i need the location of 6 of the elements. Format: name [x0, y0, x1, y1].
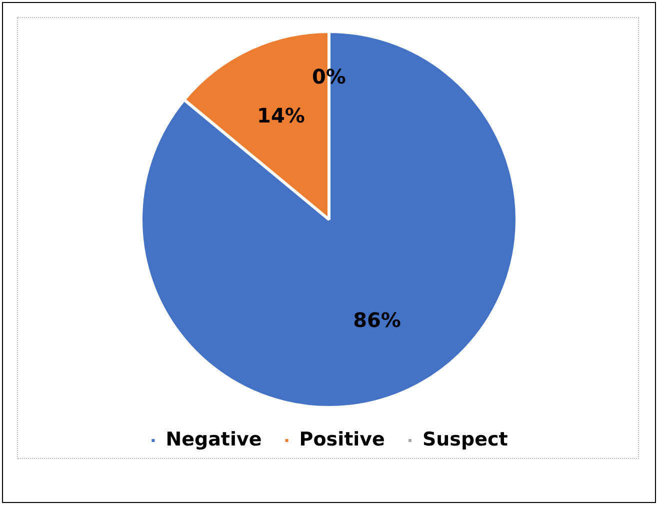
- data-label: 86%: [353, 308, 401, 332]
- data-label: 14%: [257, 104, 305, 128]
- legend-label: Negative: [166, 428, 262, 450]
- legend-label: Positive: [299, 428, 385, 450]
- text: 0%: [312, 64, 346, 89]
- legend-label: Suspect: [422, 428, 508, 450]
